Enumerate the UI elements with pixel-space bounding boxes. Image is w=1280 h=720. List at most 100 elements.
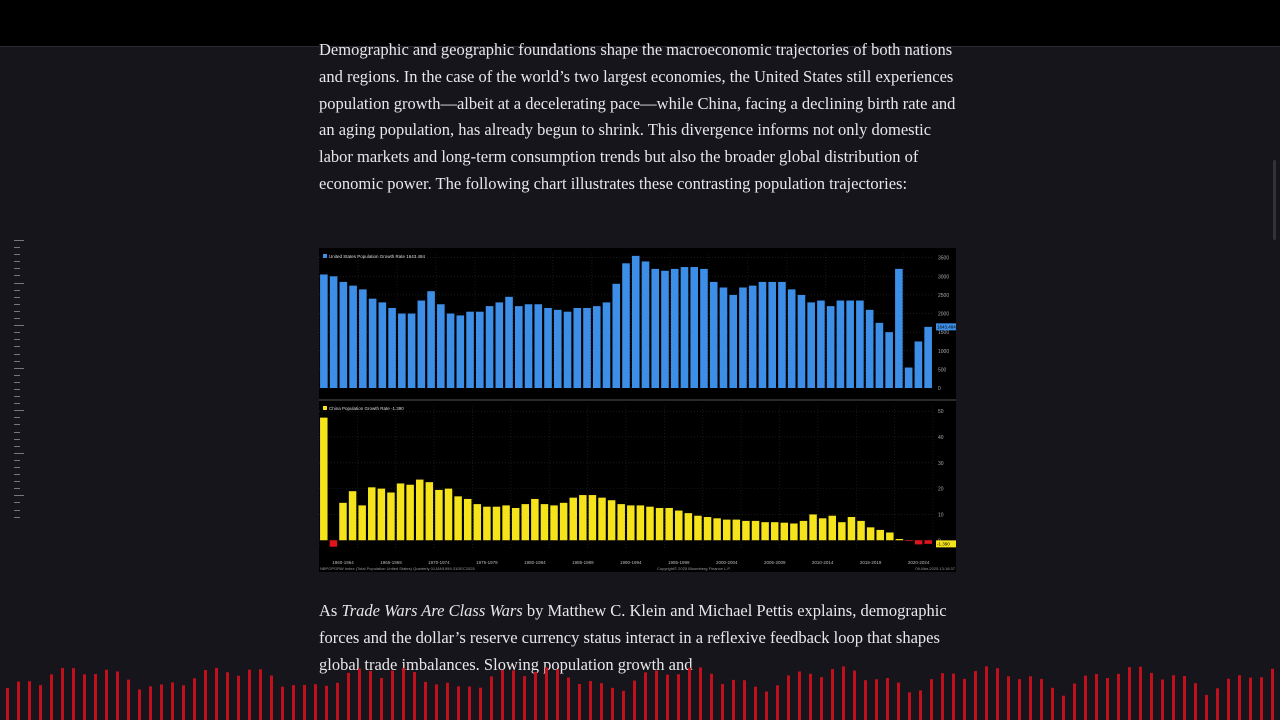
china-bar [435, 489, 443, 541]
toc-marker[interactable] [14, 488, 20, 490]
toc-marker[interactable] [14, 438, 20, 440]
wave-bar [61, 667, 64, 720]
table-of-contents-rail[interactable] [14, 240, 28, 524]
wave-bar [589, 681, 592, 720]
toc-marker[interactable] [14, 275, 20, 277]
china-bar [444, 488, 453, 541]
wave-bar [930, 679, 933, 720]
toc-marker[interactable] [14, 516, 20, 518]
toc-marker[interactable] [14, 353, 20, 355]
china-bar [521, 504, 530, 541]
toc-marker[interactable] [14, 296, 20, 298]
y-tick-label: 50 [938, 409, 944, 415]
wave-bar [380, 677, 383, 720]
toc-marker[interactable] [14, 459, 20, 461]
wave-bar [512, 670, 515, 720]
toc-marker[interactable] [14, 303, 20, 305]
toc-marker[interactable] [14, 495, 24, 497]
wave-bar [578, 683, 581, 720]
toc-marker[interactable] [14, 396, 20, 398]
china-bar [828, 515, 837, 541]
china-bar [684, 513, 693, 541]
wave-bar [105, 669, 108, 720]
y-tick-label: 3500 [938, 256, 949, 262]
wave-bar [1018, 679, 1021, 720]
toc-marker[interactable] [14, 254, 20, 256]
toc-marker[interactable] [14, 325, 24, 327]
toc-marker[interactable] [14, 261, 20, 263]
us-bar [739, 287, 747, 388]
china-bar [857, 520, 865, 541]
wave-bar [996, 668, 999, 720]
toc-marker[interactable] [14, 452, 24, 454]
y-tick-label: 30 [938, 461, 944, 467]
wave-bar [765, 691, 768, 720]
china-bar [761, 522, 769, 541]
us-growth-panel: 0 500 1000 1500 2000 2500 3000 3500 United State… [319, 254, 956, 392]
toc-marker[interactable] [14, 417, 20, 419]
wave-bar [1106, 678, 1109, 720]
wave-bar [1051, 687, 1054, 720]
us-bar [612, 283, 621, 388]
toc-marker[interactable] [14, 445, 20, 447]
toc-marker[interactable] [14, 332, 20, 334]
wave-bar [787, 675, 790, 720]
china-bar [607, 500, 616, 541]
wave-bar [1117, 673, 1120, 720]
wave-bar [435, 684, 438, 720]
wave-bar [325, 685, 328, 720]
toc-marker[interactable] [14, 374, 20, 376]
toc-marker[interactable] [14, 403, 20, 405]
wave-bar [1150, 672, 1153, 720]
toc-marker[interactable] [14, 410, 24, 412]
toc-marker[interactable] [14, 367, 24, 369]
china-bar [454, 496, 462, 541]
toc-marker[interactable] [14, 289, 20, 291]
toc-marker[interactable] [14, 481, 20, 483]
x-tick-label: 2015-2019 [860, 560, 882, 565]
toc-marker[interactable] [14, 431, 20, 433]
toc-marker[interactable] [14, 240, 24, 241]
wave-bar [402, 667, 405, 720]
toc-marker[interactable] [14, 339, 20, 341]
toc-marker[interactable] [14, 381, 20, 383]
toc-marker[interactable] [14, 282, 24, 284]
china-bar [463, 498, 472, 541]
toc-marker[interactable] [14, 474, 20, 476]
toc-marker[interactable] [14, 388, 20, 390]
toc-marker[interactable] [14, 424, 20, 426]
wave-bar [1271, 668, 1274, 720]
wave-bar [116, 671, 119, 720]
china-bar [818, 518, 827, 541]
china-growth-panel: 01020304050China Population Growth Rate … [319, 406, 956, 565]
china-bar [368, 487, 376, 541]
chart-footer-source: NBPOPGRW Index (Total Population United … [320, 566, 475, 571]
us-bar [407, 313, 416, 388]
wave-bar [721, 683, 724, 720]
china-bar [636, 505, 645, 541]
toc-marker[interactable] [14, 467, 20, 468]
us-bar [329, 276, 338, 388]
toc-marker[interactable] [14, 318, 20, 320]
toc-marker[interactable] [14, 502, 20, 504]
china-bar [751, 520, 760, 541]
article-paragraph-2: As Trade Wars Are Class Wars by Matthew … [319, 598, 959, 678]
wave-bar [1161, 679, 1164, 720]
us-bar [417, 300, 426, 388]
chart-footer-copyright: Copyright© 2025 Bloomberg Finance L.P. [657, 566, 731, 571]
wave-bar [710, 673, 713, 720]
wave-bar [171, 682, 174, 720]
toc-marker[interactable] [14, 346, 20, 348]
china-bar [473, 504, 482, 541]
china-bar [396, 483, 405, 541]
toc-marker[interactable] [14, 247, 20, 249]
us-bar [514, 306, 523, 388]
toc-marker[interactable] [14, 268, 20, 270]
toc-marker[interactable] [14, 509, 20, 511]
scrollbar[interactable] [1273, 60, 1277, 670]
scrollbar-thumb[interactable] [1273, 160, 1276, 240]
china-bar [646, 506, 654, 541]
x-tick-label: 2020-2024 [908, 560, 930, 565]
toc-marker[interactable] [14, 360, 20, 362]
toc-marker[interactable] [14, 310, 20, 312]
